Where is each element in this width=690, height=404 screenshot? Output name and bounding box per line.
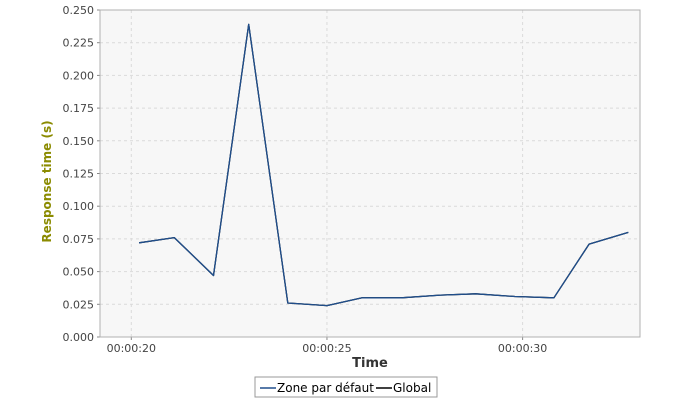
- x-axis-label: Time: [352, 356, 388, 371]
- legend: Zone par défaut Global: [254, 376, 438, 398]
- series-line-zone-par-d-faut: [139, 23, 629, 307]
- x-tick-label: 00:00:20: [107, 342, 156, 355]
- legend-label: Global: [393, 381, 431, 395]
- x-tick-label: 00:00:25: [302, 342, 351, 355]
- y-tick-label: 0.025: [63, 298, 95, 311]
- y-tick-label: 0.250: [63, 4, 95, 17]
- series-layer: [139, 23, 629, 307]
- y-tick-label: 0.100: [63, 200, 95, 213]
- y-tick-label: 0.225: [63, 37, 95, 50]
- y-tick-label: 0.125: [63, 168, 95, 181]
- y-axis-label: Response time (s): [40, 120, 54, 242]
- y-tick-label: 0.000: [63, 331, 95, 344]
- y-tick-label: 0.050: [63, 266, 95, 279]
- y-tick-label: 0.075: [63, 233, 95, 246]
- y-tick-label: 0.200: [63, 69, 95, 82]
- y-tick-label: 0.175: [63, 102, 95, 115]
- legend-label: Zone par défaut: [277, 381, 374, 395]
- x-tick-label: 00:00:30: [498, 342, 547, 355]
- axes: 0.000 0.025 0.050 0.075 0.100 0.125 0.150 0.175…: [40, 4, 641, 371]
- legend-box: [254, 376, 438, 398]
- y-tick-label: 0.150: [63, 135, 95, 148]
- plot-border: [99, 9, 641, 338]
